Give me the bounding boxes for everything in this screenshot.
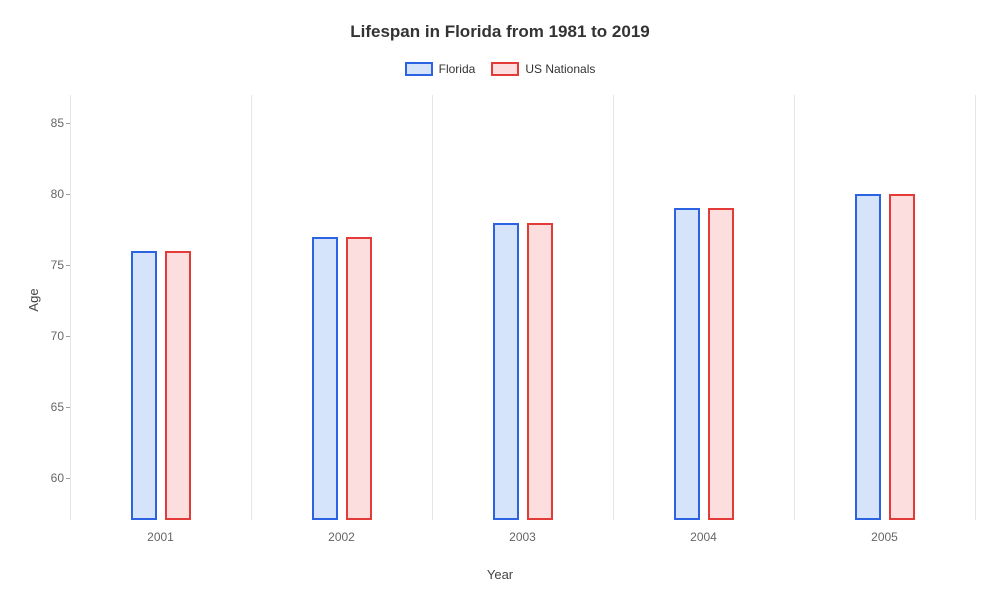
bar[interactable] (346, 237, 372, 520)
y-tick-mark (66, 194, 70, 195)
gridline-v (794, 95, 795, 520)
legend-swatch-florida (405, 62, 433, 76)
x-tick-label: 2002 (328, 530, 355, 544)
x-tick-label: 2003 (509, 530, 536, 544)
bar[interactable] (165, 251, 191, 520)
chart-title: Lifespan in Florida from 1981 to 2019 (0, 22, 1000, 42)
x-tick-label: 2001 (147, 530, 174, 544)
bar[interactable] (708, 208, 734, 520)
y-tick-label: 60 (51, 471, 64, 485)
y-tick-mark (66, 407, 70, 408)
gridline-v (613, 95, 614, 520)
x-tick-label: 2005 (871, 530, 898, 544)
bar[interactable] (889, 194, 915, 520)
gridline-v (432, 95, 433, 520)
y-tick-mark (66, 123, 70, 124)
legend-item-florida[interactable]: Florida (405, 62, 476, 76)
y-tick-label: 65 (51, 400, 64, 414)
plot-area: 60657075808520012002200320042005 (70, 95, 975, 520)
legend-label-florida: Florida (439, 62, 476, 76)
y-tick-mark (66, 478, 70, 479)
legend: Florida US Nationals (0, 62, 1000, 76)
y-tick-mark (66, 336, 70, 337)
bar[interactable] (527, 223, 553, 521)
gridline-v (251, 95, 252, 520)
legend-item-us-nationals[interactable]: US Nationals (491, 62, 595, 76)
gridline-v (975, 95, 976, 520)
bar[interactable] (131, 251, 157, 520)
y-tick-label: 75 (51, 258, 64, 272)
bar[interactable] (674, 208, 700, 520)
bar[interactable] (855, 194, 881, 520)
legend-label-us-nationals: US Nationals (525, 62, 595, 76)
gridline-v (70, 95, 71, 520)
legend-swatch-us-nationals (491, 62, 519, 76)
x-tick-label: 2004 (690, 530, 717, 544)
y-axis-title: Age (26, 288, 41, 311)
y-tick-label: 80 (51, 187, 64, 201)
bar[interactable] (493, 223, 519, 521)
chart-container: Lifespan in Florida from 1981 to 2019 Fl… (0, 0, 1000, 600)
y-tick-mark (66, 265, 70, 266)
y-tick-label: 85 (51, 116, 64, 130)
y-tick-label: 70 (51, 329, 64, 343)
bar[interactable] (312, 237, 338, 520)
x-axis-title: Year (0, 567, 1000, 582)
